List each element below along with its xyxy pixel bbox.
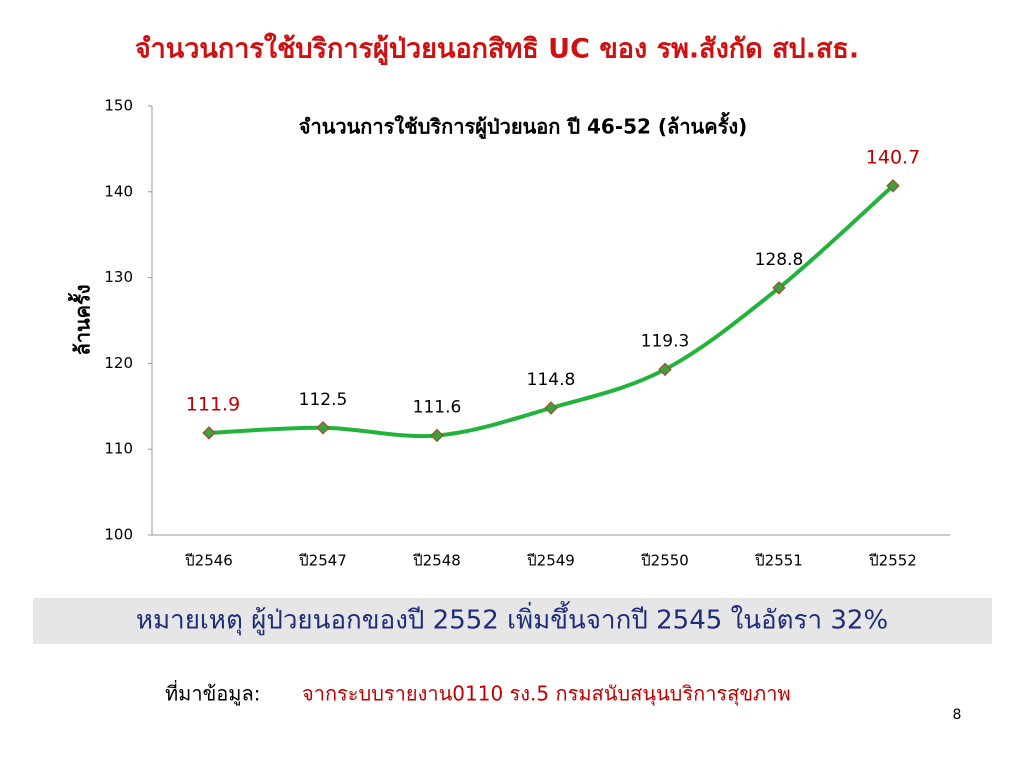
y-tick-label: 110 bbox=[104, 440, 133, 458]
value-label: 119.3 bbox=[641, 331, 690, 351]
y-tick-label: 140 bbox=[104, 182, 133, 200]
x-tick-label: ปี2548 bbox=[412, 552, 461, 570]
y-tick-label: 130 bbox=[104, 268, 133, 286]
x-tick-label: ปี2546 bbox=[184, 552, 233, 570]
marker bbox=[658, 362, 672, 377]
value-label: 128.8 bbox=[755, 250, 804, 270]
note: หมายเหตุ ผู้ป่วยนอกของปี 2552 เพิ่มขึ้นจ… bbox=[136, 601, 888, 636]
note-box bbox=[33, 598, 992, 644]
value-label: 111.9 bbox=[186, 393, 240, 415]
marker bbox=[886, 179, 900, 193]
page-number: 8 bbox=[953, 707, 962, 723]
chart-title: จำนวนการใช้บริการผู้ป่วยนอก ปี 46-52 (ล้… bbox=[299, 112, 748, 141]
marker bbox=[316, 421, 330, 435]
x-tick-label: ปี2550 bbox=[640, 552, 689, 570]
value-label: 111.6 bbox=[413, 397, 462, 417]
source-text: จากระบบรายงาน0110 รง.5 กรมสนับสนุนบริการ… bbox=[302, 682, 791, 707]
y-axis-label: ล้านครั้ง bbox=[68, 284, 95, 355]
marker bbox=[544, 401, 558, 415]
value-label: 114.8 bbox=[527, 370, 576, 390]
marker bbox=[202, 426, 216, 440]
slide-title: จำนวนการใช้บริการผู้ป่วยนอกสิทธิ UC ของ … bbox=[135, 33, 859, 66]
value-label: 112.5 bbox=[299, 390, 348, 410]
y-tick-label: 150 bbox=[104, 97, 133, 115]
x-tick-label: ปี2551 bbox=[754, 552, 803, 570]
marker bbox=[430, 428, 444, 443]
x-tick-label: ปี2552 bbox=[868, 552, 917, 570]
y-tick-label: 100 bbox=[104, 526, 133, 544]
x-tick-label: ปี2547 bbox=[298, 552, 347, 570]
y-tick-label: 120 bbox=[104, 354, 133, 372]
value-label: 140.7 bbox=[866, 146, 920, 168]
source-label: ที่มาข้อมูล: bbox=[165, 680, 260, 707]
x-tick-label: ปี2549 bbox=[526, 552, 575, 570]
marker bbox=[772, 281, 786, 295]
